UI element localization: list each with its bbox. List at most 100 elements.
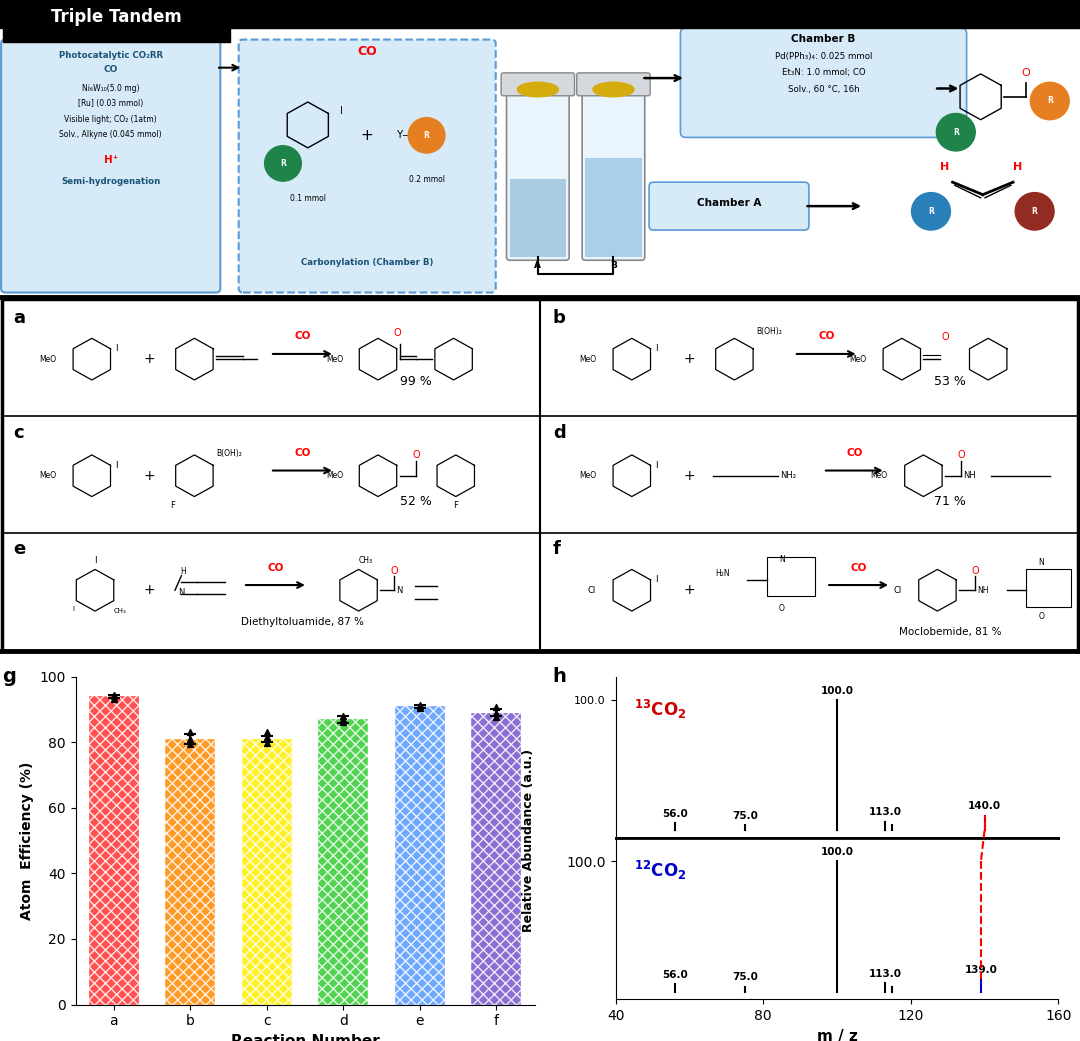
Text: CO: CO [267,562,284,573]
Text: O: O [1038,612,1044,621]
Bar [242,739,292,1005]
Text: +: + [361,128,374,143]
Point [181,723,199,740]
Bar [1026,569,1071,607]
Text: MeO: MeO [579,355,596,363]
Point [258,725,275,741]
FancyBboxPatch shape [1,40,220,293]
Text: Ni₆W₁₀(5.0 mg): Ni₆W₁₀(5.0 mg) [82,83,139,93]
Text: d: d [553,424,566,441]
Text: +: + [144,352,154,366]
Circle shape [912,193,950,230]
Text: Relative Abundance (a.u.): Relative Abundance (a.u.) [522,750,535,932]
Text: O: O [958,450,966,460]
Point [105,688,122,705]
Text: H₂N: H₂N [715,569,730,578]
Text: I: I [116,345,118,353]
Text: a: a [13,309,25,327]
Text: Chamber A: Chamber A [697,198,761,208]
Text: A: A [535,260,541,270]
Text: MeO: MeO [849,355,866,363]
Point [335,713,352,730]
Bar [395,706,445,1005]
Text: 53 %: 53 % [934,375,967,388]
Text: I: I [656,461,658,469]
Text: Photocatalytic CO₂RR: Photocatalytic CO₂RR [58,51,163,59]
Text: CO: CO [818,331,835,341]
Text: f: f [553,540,561,558]
Text: +: + [144,468,154,483]
Text: O: O [779,604,785,613]
Text: CH₃: CH₃ [359,556,373,565]
Text: F: F [454,501,458,510]
Circle shape [1015,193,1054,230]
Point [105,690,122,707]
Text: Et₃N: 1.0 mmol; CO: Et₃N: 1.0 mmol; CO [782,68,865,77]
Text: O: O [1022,68,1030,78]
Bar [3,0,230,42]
Text: MeO: MeO [39,355,56,363]
Text: Carbonylation (Chamber B): Carbonylation (Chamber B) [301,258,433,268]
Point [411,697,429,714]
Text: MeO: MeO [870,472,888,480]
Text: 139.0: 139.0 [964,965,997,975]
FancyBboxPatch shape [501,73,575,96]
Point [411,700,429,716]
Text: CH₃: CH₃ [113,608,126,614]
Text: B: B [610,260,617,270]
Y-axis label: Atom  Efficiency (%): Atom Efficiency (%) [19,761,33,920]
Text: R: R [928,207,934,215]
Text: Y—: Y— [396,130,413,141]
Text: Cl: Cl [588,586,596,594]
Point [488,699,505,715]
Text: I: I [656,345,658,353]
Text: Semi-hydrogenation: Semi-hydrogenation [62,177,160,186]
Point [488,705,505,721]
Text: MeO: MeO [39,472,56,480]
Point [411,696,429,713]
Point [105,687,122,704]
Text: Pd(PPh₃)₄: 0.025 mmol: Pd(PPh₃)₄: 0.025 mmol [774,52,873,61]
Text: NH: NH [963,472,976,480]
Text: 75.0: 75.0 [732,972,758,982]
Bar [165,739,215,1005]
Text: H⁺: H⁺ [104,155,118,166]
FancyBboxPatch shape [680,28,967,137]
Text: Solv., Alkyne (0.045 mmol): Solv., Alkyne (0.045 mmol) [59,130,162,139]
Text: 99 %: 99 % [400,375,432,388]
Text: 56.0: 56.0 [662,970,688,980]
Text: O: O [391,565,399,576]
Text: R: R [1047,97,1053,105]
Text: Solv., 60 °C, 16h: Solv., 60 °C, 16h [787,84,860,94]
Point [181,731,199,747]
Text: Moclobemide, 81 %: Moclobemide, 81 % [900,627,1001,637]
Text: I: I [656,576,658,584]
Point [335,710,352,727]
Text: B(OH)₂: B(OH)₂ [756,327,782,336]
Text: N: N [178,588,185,596]
FancyBboxPatch shape [239,40,496,293]
Text: b: b [553,309,566,327]
Text: 56.0: 56.0 [662,809,688,818]
Text: [Ru] (0.03 mmol): [Ru] (0.03 mmol) [78,99,144,108]
Ellipse shape [593,82,634,97]
Text: Triple Tandem: Triple Tandem [51,7,183,26]
Circle shape [408,118,445,153]
Text: CO: CO [850,562,867,573]
Text: +: + [684,468,694,483]
Text: N: N [1038,558,1044,567]
Point [335,707,352,723]
Text: CO: CO [846,448,863,458]
Bar [89,696,138,1005]
Point [488,708,505,725]
Text: 75.0: 75.0 [732,811,758,820]
Bar [767,557,815,596]
Text: 52 %: 52 % [400,494,432,508]
Text: H: H [180,566,187,576]
Text: +: + [684,352,694,366]
Text: O: O [413,450,420,460]
Text: MeO: MeO [326,472,343,480]
Text: Chamber B: Chamber B [792,33,855,44]
Text: 113.0: 113.0 [868,968,902,979]
Text: N: N [779,555,785,564]
